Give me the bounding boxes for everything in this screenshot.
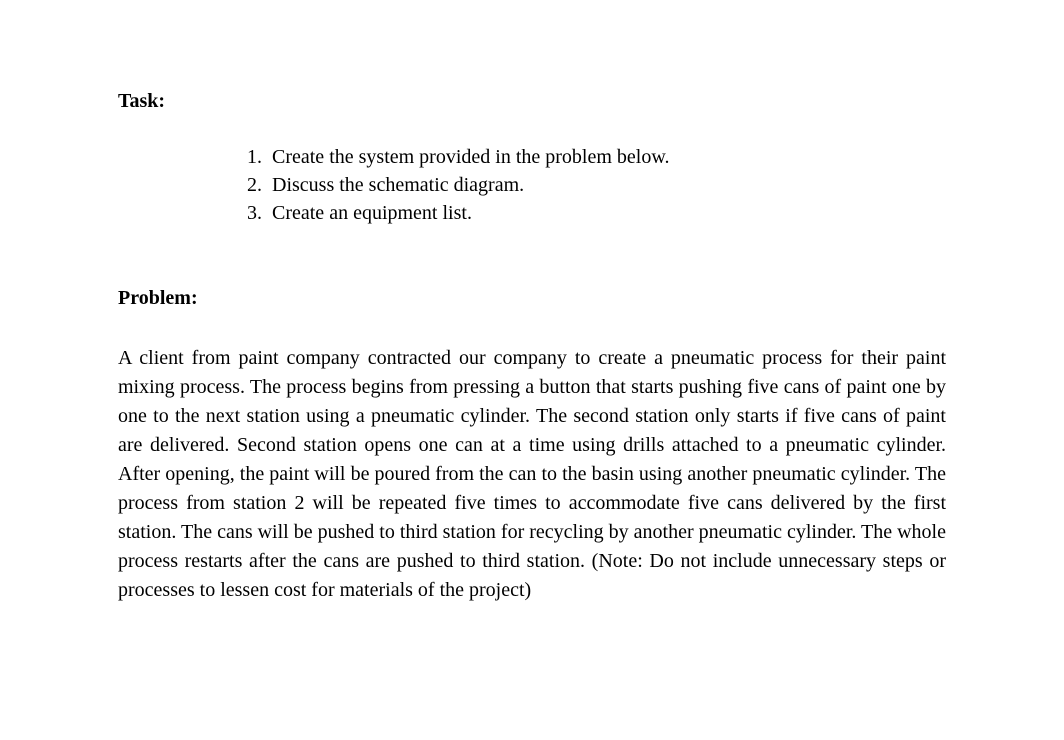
list-text: Create the system provided in the proble… bbox=[272, 143, 946, 171]
problem-heading: Problem: bbox=[118, 287, 946, 310]
task-list-item: 2. Discuss the schematic diagram. bbox=[232, 171, 946, 199]
list-text: Create an equipment list. bbox=[272, 199, 946, 227]
problem-body: A client from paint company contracted o… bbox=[118, 344, 946, 605]
list-number: 1. bbox=[232, 143, 272, 171]
task-list: 1. Create the system provided in the pro… bbox=[118, 143, 946, 227]
task-list-item: 1. Create the system provided in the pro… bbox=[232, 143, 946, 171]
list-number: 3. bbox=[232, 199, 272, 227]
task-list-item: 3. Create an equipment list. bbox=[232, 199, 946, 227]
list-text: Discuss the schematic diagram. bbox=[272, 171, 946, 199]
list-number: 2. bbox=[232, 171, 272, 199]
task-heading: Task: bbox=[118, 90, 946, 113]
document-page: Task: 1. Create the system provided in t… bbox=[0, 0, 1064, 740]
